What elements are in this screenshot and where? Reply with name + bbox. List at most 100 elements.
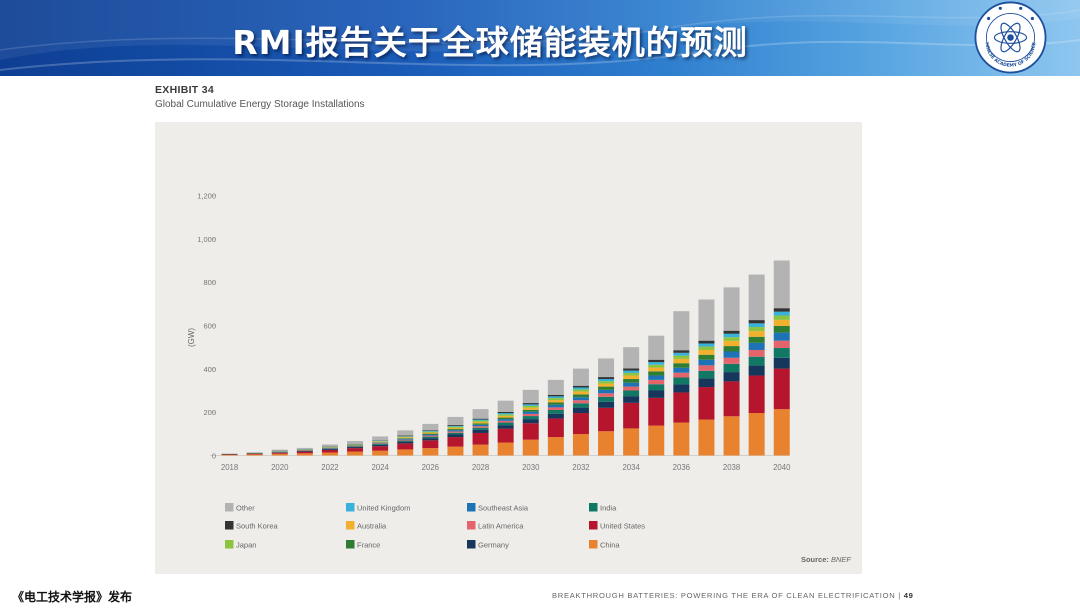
bar-segment-australia bbox=[397, 437, 414, 439]
bar-segment-latin-america bbox=[472, 426, 489, 428]
legend-swatch bbox=[467, 521, 476, 530]
bar-segment-other bbox=[321, 444, 338, 447]
bar-segment-united-states bbox=[372, 446, 389, 451]
bar-segment-china bbox=[271, 453, 288, 456]
legend-swatch bbox=[467, 503, 476, 512]
bar-segment-united-states bbox=[447, 437, 464, 447]
bar-segment-germany bbox=[397, 441, 414, 444]
y-tick-label: 800 bbox=[203, 278, 216, 287]
bar-segment-france bbox=[698, 354, 715, 360]
bar-segment-germany bbox=[598, 401, 615, 408]
x-tick-label: 2026 bbox=[422, 463, 439, 472]
bar-segment-germany bbox=[623, 396, 640, 403]
bar-segment-australia bbox=[447, 427, 464, 430]
bar-segment-southeast-asia bbox=[547, 404, 564, 408]
bar-segment-germany bbox=[648, 390, 665, 398]
bar-segment-germany bbox=[673, 384, 690, 393]
bar-segment-japan bbox=[522, 405, 539, 408]
bar-segment-united-kingdom bbox=[572, 387, 589, 390]
bar-segment-united-kingdom bbox=[522, 404, 539, 406]
bar-segment-other bbox=[422, 423, 439, 431]
bar-segment-united-states bbox=[522, 423, 539, 440]
bar-segment-southeast-asia bbox=[673, 367, 690, 373]
bar-segment-france bbox=[497, 417, 514, 420]
bar-segment-germany bbox=[723, 372, 740, 382]
bar-segment-china bbox=[296, 453, 313, 456]
bar-segment-south-korea bbox=[572, 385, 589, 388]
slide-title: RMI报告关于全球储能装机的预测 bbox=[232, 23, 748, 62]
title-banner: RMI报告关于全球储能装机的预测 CHINESE ACADEMY OF SCIE… bbox=[0, 0, 1080, 76]
bar-segment-china bbox=[472, 444, 489, 456]
x-tick-label: 2030 bbox=[522, 463, 540, 472]
bar-segment-australia bbox=[497, 415, 514, 418]
bar-segment-india bbox=[547, 410, 564, 414]
bar-segment-australia bbox=[673, 358, 690, 364]
bar-segment-latin-america bbox=[547, 407, 564, 410]
legend-label: China bbox=[600, 541, 620, 550]
bar-segment-china bbox=[522, 439, 539, 456]
bar-segment-other bbox=[748, 274, 765, 321]
bar-segment-united-states bbox=[547, 418, 564, 438]
bar-segment-southeast-asia bbox=[397, 438, 414, 440]
y-tick-label: 0 bbox=[212, 452, 216, 461]
x-tick-label: 2038 bbox=[723, 463, 740, 472]
bar-segment-china bbox=[347, 451, 364, 456]
bar-segment-south-korea bbox=[447, 424, 464, 426]
bar-segment-united-kingdom bbox=[673, 352, 690, 356]
legend-label: Latin America bbox=[478, 522, 524, 531]
legend-swatch bbox=[225, 540, 234, 549]
bar-segment-southeast-asia bbox=[472, 424, 489, 427]
bar-segment-southeast-asia bbox=[648, 375, 665, 380]
bar-segment-united-states bbox=[773, 368, 790, 410]
bar-segment-india bbox=[372, 444, 389, 445]
bar-segment-latin-america bbox=[397, 439, 414, 441]
bar-segment-germany bbox=[773, 357, 790, 369]
bar-segment-china bbox=[547, 437, 564, 456]
bar-segment-japan bbox=[547, 398, 564, 401]
bar-segment-united-kingdom bbox=[773, 311, 790, 316]
bar-segment-united-kingdom bbox=[447, 425, 464, 427]
legend-swatch bbox=[225, 521, 234, 530]
bar-segment-india bbox=[773, 348, 790, 358]
x-tick-label: 2022 bbox=[321, 463, 338, 472]
bar-segment-france bbox=[472, 423, 489, 425]
bar-segment-other bbox=[447, 416, 464, 425]
bar-segment-china bbox=[748, 413, 765, 456]
bar-segment-latin-america bbox=[497, 420, 514, 423]
exhibit-number: EXHIBIT 34 bbox=[155, 84, 215, 96]
bar-segment-other bbox=[723, 287, 740, 331]
legend-swatch bbox=[225, 503, 234, 512]
bar-segment-united-kingdom bbox=[648, 362, 665, 365]
bar-segment-india bbox=[698, 370, 715, 379]
bar-segment-other bbox=[648, 335, 665, 360]
bar-segment-china bbox=[497, 442, 514, 456]
bar-segment-southeast-asia bbox=[598, 389, 615, 394]
bar-segment-france bbox=[748, 336, 765, 343]
bar-segment-india bbox=[422, 436, 439, 439]
bar-segment-india bbox=[723, 363, 740, 373]
bar-segment-other bbox=[598, 358, 615, 378]
bar-segment-other bbox=[773, 260, 790, 309]
bar-segment-china bbox=[422, 448, 439, 456]
bar-segment-france bbox=[773, 325, 790, 333]
bar-segment-south-korea bbox=[598, 377, 615, 380]
bar-segment-india bbox=[522, 416, 539, 420]
bar-segment-united-kingdom bbox=[623, 370, 640, 373]
bar-segment-india bbox=[748, 356, 765, 366]
bar-segment-united-kingdom bbox=[422, 431, 439, 432]
bar-segment-japan bbox=[623, 372, 640, 376]
bar-segment-france bbox=[623, 379, 640, 383]
bar-segment-latin-america bbox=[648, 379, 665, 385]
bar-segment-japan bbox=[572, 389, 589, 392]
legend-swatch bbox=[589, 521, 598, 530]
legend-label: Southeast Asia bbox=[478, 504, 529, 513]
bar-segment-india bbox=[598, 396, 615, 402]
bar-segment-south-korea bbox=[422, 430, 439, 432]
legend-swatch bbox=[346, 540, 355, 549]
bar-segment-southeast-asia bbox=[623, 382, 640, 387]
x-tick-label: 2028 bbox=[472, 463, 489, 472]
bar-segment-southeast-asia bbox=[422, 434, 439, 436]
bar-segment-china bbox=[773, 409, 790, 456]
bar-segment-south-korea bbox=[673, 350, 690, 353]
bar-segment-southeast-asia bbox=[497, 419, 514, 421]
